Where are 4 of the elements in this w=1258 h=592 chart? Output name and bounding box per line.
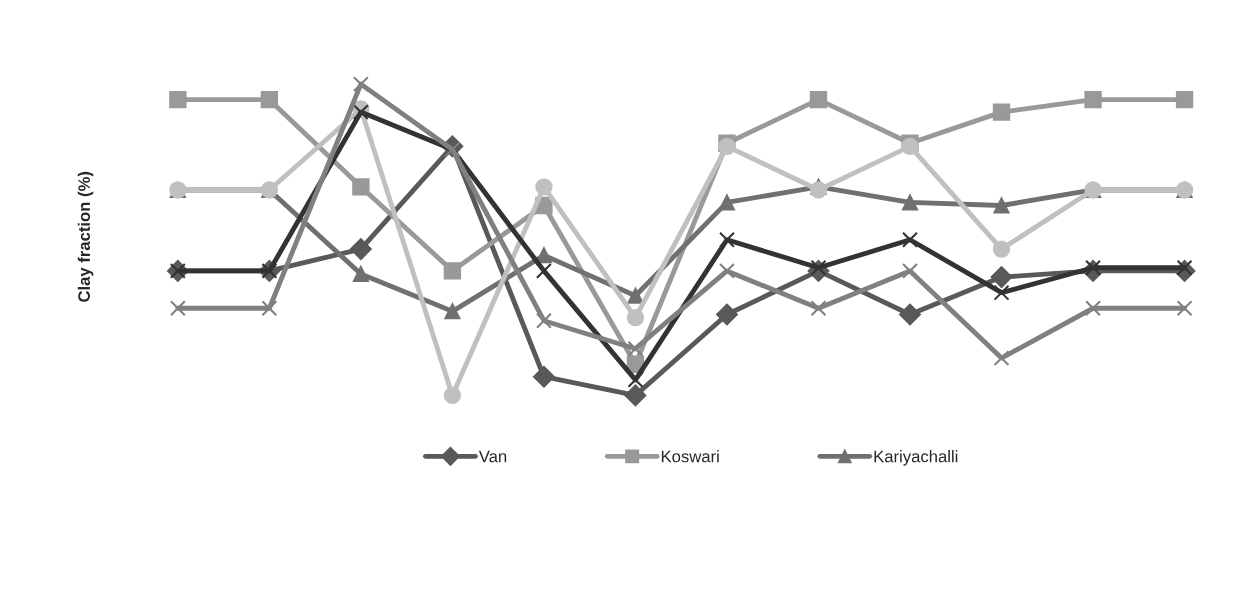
legend-label: Koswari [661,450,719,463]
legend-label: Kariyachalli [874,450,958,466]
legend-label: Van [478,450,507,463]
y-axis-title: Clay fraction (%) [77,171,94,302]
